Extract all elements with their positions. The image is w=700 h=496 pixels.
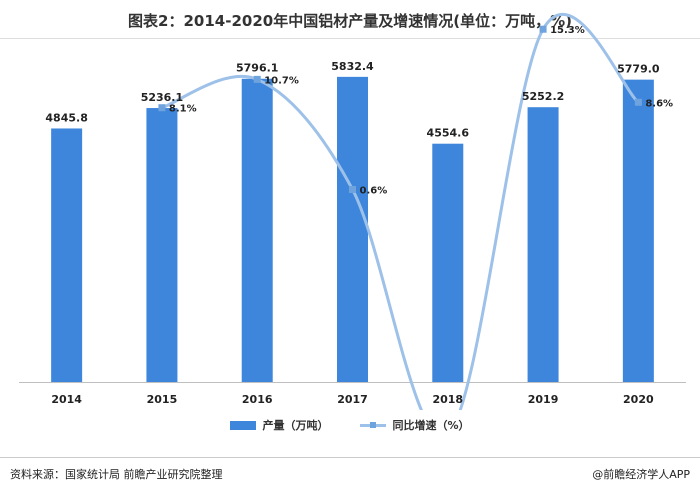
growth-point-2019: [539, 25, 547, 33]
line-label-2020: 8.6%: [645, 98, 673, 109]
footer: 资料来源：国家统计局 前瞻产业研究院整理 @前瞻经济学人APP: [10, 466, 690, 482]
growth-point-2015: [158, 104, 166, 112]
bar-label-2015: 5236.1: [141, 91, 183, 104]
title-divider: [0, 38, 700, 39]
growth-point-2020: [634, 98, 642, 106]
bar-label-2017: 5832.4: [331, 60, 374, 73]
bar-label-2016: 5796.1: [236, 62, 278, 75]
legend: 产量（万吨） 同比增速（%）: [0, 417, 700, 433]
x-tick-2020: 2020: [623, 393, 654, 406]
x-tick-2015: 2015: [147, 393, 178, 406]
growth-point-2017: [349, 185, 356, 193]
brand-text: @前瞻经济学人APP: [592, 468, 690, 481]
footer-divider: [0, 457, 700, 458]
bar-label-2019: 5252.2: [522, 90, 564, 103]
growth-point-2016: [253, 75, 261, 83]
bar-2014: [51, 128, 83, 382]
bar-label-2020: 5779.0: [617, 63, 660, 76]
legend-bar-label: 产量（万吨）: [262, 419, 329, 432]
source-text: 资料来源：国家统计局 前瞻产业研究院整理: [10, 468, 223, 481]
legend-item-bar: 产量（万吨）: [230, 417, 328, 433]
chart-title: 图表2：2014-2020年中国铝材产量及增速情况(单位：万吨，%): [128, 12, 572, 30]
x-tick-2014: 2014: [51, 393, 82, 406]
bar-2017: [337, 76, 368, 383]
legend-line-swatch: [360, 420, 387, 430]
bar-label-2018: 4554.6: [427, 127, 470, 140]
line-label-2019: 15.3%: [550, 25, 585, 36]
bar-2015: [146, 108, 178, 383]
line-label-2017: 0.6%: [360, 185, 388, 196]
chart-area: 4845.8 5236.1 5796.1 5832.4 4554.6 5252.2 5779…: [19, 12, 686, 410]
x-tick-2018: 2018: [432, 393, 463, 406]
line-label-2015: 8.1%: [169, 104, 197, 115]
x-tick-2019: 2019: [528, 393, 559, 406]
legend-bar-swatch: [230, 420, 257, 430]
bar-2019: [527, 107, 559, 382]
x-tick-2017: 2017: [337, 393, 368, 406]
bar-2018: [432, 143, 464, 382]
legend-line-label: 同比增速（%）: [392, 419, 470, 432]
legend-item-line: 同比增速（%）: [360, 417, 470, 433]
growth-line: [161, 12, 640, 410]
bar-2020: [622, 79, 654, 382]
x-tick-2016: 2016: [242, 393, 273, 406]
bar-label-2014: 4845.8: [45, 111, 87, 124]
bar-2016: [241, 78, 273, 382]
line-label-2016: 10.7%: [264, 75, 299, 86]
